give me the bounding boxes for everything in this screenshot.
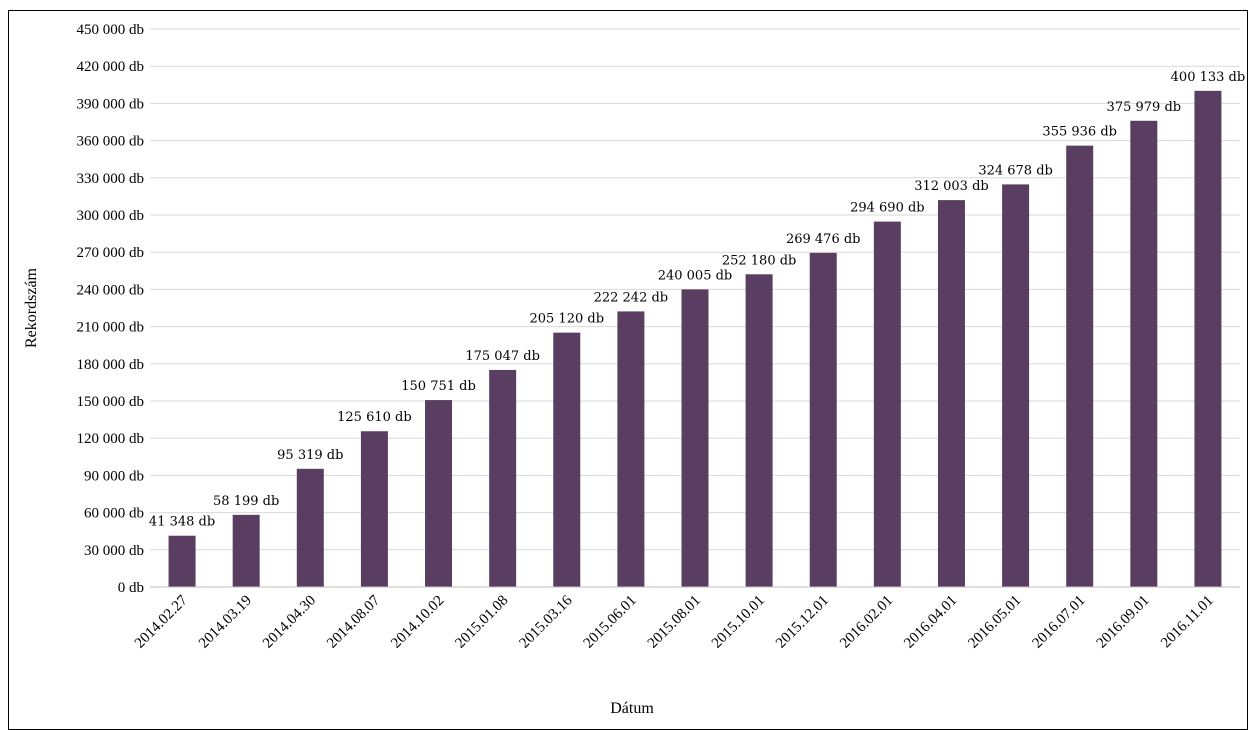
- x-tick-label: 2015.06.01: [581, 593, 640, 652]
- x-axis-title: Dátum: [610, 700, 654, 717]
- x-tick-label: 2014.03.19: [196, 593, 255, 652]
- bar: [745, 274, 773, 587]
- x-tick-label: 2014.02.27: [132, 592, 191, 651]
- y-tick-label: 300 000 db: [77, 208, 145, 224]
- x-tick-label: 2015.01.08: [452, 593, 511, 652]
- bar: [425, 400, 453, 587]
- data-label: 252 180 db: [722, 253, 797, 268]
- data-labels: 41 348 db 58 199 db 95 319 db 125 610 db 150…: [149, 70, 1245, 530]
- x-tick-label: 2016.07.01: [1029, 593, 1088, 652]
- y-tick-label: 330 000 db: [77, 171, 145, 187]
- x-tick-label: 2015.10.01: [709, 593, 768, 652]
- x-tick-label: 2015.03.16: [517, 592, 576, 651]
- bar: [681, 289, 709, 587]
- bar: [168, 535, 196, 587]
- data-label: 355 936 db: [1042, 125, 1117, 140]
- y-tick-label: 240 000 db: [77, 282, 145, 298]
- data-label: 240 005 db: [658, 268, 733, 283]
- data-label: 95 319 db: [277, 448, 343, 463]
- x-tick-label: 2016.02.01: [837, 593, 896, 652]
- bars: [168, 90, 1222, 588]
- y-tick-label: 30 000 db: [84, 543, 144, 559]
- bar: [617, 311, 645, 587]
- data-label: 175 047 db: [465, 349, 540, 364]
- data-label: 125 610 db: [337, 410, 412, 425]
- data-label: 58 199 db: [213, 494, 279, 509]
- y-axis-tick-labels: 0 db 30 000 db 60 000 db 90 000 db 120 000 d…: [77, 22, 145, 596]
- bar: [1194, 90, 1222, 587]
- x-tick-label: 2014.10.02: [388, 593, 447, 652]
- bar: [1002, 184, 1030, 587]
- data-label: 324 678 db: [978, 163, 1053, 178]
- y-tick-label: 390 000 db: [77, 96, 145, 112]
- bar: [937, 200, 965, 588]
- data-label: 205 120 db: [529, 312, 604, 327]
- data-label: 222 242 db: [594, 290, 669, 305]
- x-axis-tick-labels: 2014.02.27 2014.03.19 2014.04.30 2014.08.07…: [132, 592, 1217, 651]
- x-tick-label: 2015.08.01: [645, 593, 704, 652]
- bar: [232, 514, 260, 587]
- y-axis-title: Rekordszám: [23, 267, 40, 348]
- data-label: 375 979 db: [1107, 100, 1182, 115]
- x-tick-label: 2016.05.01: [965, 593, 1024, 652]
- y-tick-label: 180 000 db: [77, 357, 145, 373]
- bar: [553, 332, 581, 587]
- y-tick-label: 90 000 db: [84, 468, 144, 484]
- y-tick-label: 120 000 db: [77, 431, 145, 447]
- data-label: 312 003 db: [914, 179, 989, 194]
- x-tick-label: 2014.04.30: [260, 593, 319, 652]
- gridlines: [150, 28, 1240, 551]
- bar: [1066, 145, 1094, 588]
- y-tick-label: 450 000 db: [77, 22, 145, 38]
- y-tick-label: 60 000 db: [84, 506, 144, 522]
- y-tick-label: 210 000 db: [77, 320, 145, 336]
- bar: [360, 431, 388, 587]
- x-tick-label: 2016.11.01: [1158, 593, 1217, 652]
- data-label: 400 133 db: [1171, 70, 1246, 85]
- bar: [809, 252, 837, 587]
- data-label: 41 348 db: [149, 515, 215, 530]
- data-label: 269 476 db: [786, 232, 861, 247]
- bar: [873, 221, 901, 587]
- x-tick-label: 2015.12.01: [773, 593, 832, 652]
- bar: [489, 369, 517, 587]
- y-tick-label: 270 000 db: [77, 245, 145, 261]
- y-tick-label: 360 000 db: [77, 134, 145, 150]
- bar: [296, 468, 324, 587]
- data-label: 294 690 db: [850, 201, 925, 216]
- data-label: 150 751 db: [401, 379, 476, 394]
- x-tick-label: 2016.04.01: [901, 593, 960, 652]
- x-tick-label: 2016.09.01: [1094, 593, 1153, 652]
- y-tick-label: 150 000 db: [77, 394, 145, 410]
- y-tick-label: 0 db: [118, 580, 144, 596]
- y-tick-label: 420 000 db: [77, 59, 145, 75]
- x-tick-label: 2014.08.07: [324, 592, 383, 651]
- bar: [1130, 120, 1158, 587]
